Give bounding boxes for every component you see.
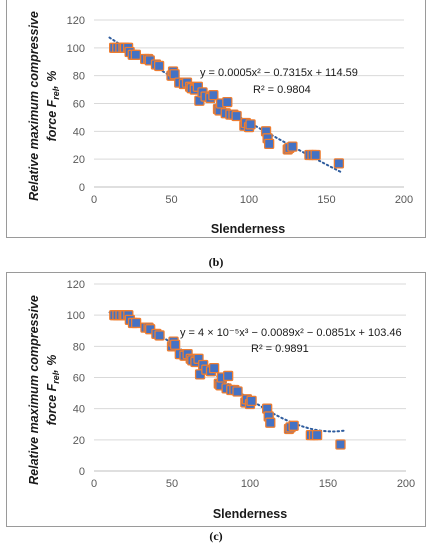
chart-b-panel-label: (b) <box>209 255 224 269</box>
chart-c-y-title-sub: rel <box>51 372 61 384</box>
chart-c-tick-labels: 0 20 40 60 80 100 120 0 50 100 150 200 <box>67 279 416 490</box>
x-tick-label: 200 <box>397 478 415 490</box>
chart-b-y-title-force: force F <box>45 99 59 141</box>
y-tick-label: 100 <box>67 43 85 55</box>
data-point <box>169 69 180 80</box>
data-point <box>310 149 321 161</box>
chart-b-r-squared: R² = 0.9804 <box>253 84 311 96</box>
y-tick-label: 20 <box>73 154 85 166</box>
x-tick-label: 50 <box>165 194 177 206</box>
x-tick-label: 100 <box>240 194 258 206</box>
chart-c-y-title-line1: Relative maximum compressive <box>27 295 41 485</box>
data-point <box>231 110 242 122</box>
chart-b-y-title-line1: Relative maximum compressive <box>27 11 41 201</box>
x-tick-label: 50 <box>166 478 178 490</box>
y-tick-label: 0 <box>79 182 85 194</box>
x-tick-label: 0 <box>91 478 97 490</box>
chart-b-x-title: Slenderness <box>211 222 285 236</box>
chart-b-tick-labels: 0 20 40 60 80 100 120 0 50 100 150 200 <box>67 15 414 206</box>
chart-c-panel-label: (c) <box>209 529 222 543</box>
data-point <box>130 49 142 60</box>
data-point <box>263 138 275 150</box>
data-point <box>265 417 276 428</box>
data-point <box>208 362 220 374</box>
chart-c-x-title: Slenderness <box>213 507 287 521</box>
x-tick-label: 100 <box>241 478 259 490</box>
chart-c-y-title-unit: , % <box>45 355 59 374</box>
y-tick-label: 100 <box>67 310 85 322</box>
data-point <box>222 96 233 108</box>
chart-c-frame <box>6 272 426 527</box>
data-point <box>153 60 165 72</box>
chart-c-points <box>109 310 346 450</box>
data-point <box>246 395 257 407</box>
y-tick-label: 80 <box>73 71 85 83</box>
chart-b-y-title-unit: , % <box>45 71 59 90</box>
chart-c-gridlines <box>94 283 406 472</box>
y-tick-label: 60 <box>73 373 85 385</box>
data-point <box>223 370 234 382</box>
chart-c-r-squared: R² = 0.9891 <box>251 343 309 355</box>
y-tick-label: 80 <box>73 341 85 353</box>
data-point <box>311 430 323 441</box>
data-point <box>154 330 165 341</box>
data-point <box>232 386 243 397</box>
data-point <box>208 90 219 101</box>
y-tick-label: 120 <box>67 279 85 291</box>
chart-c-y-title-force: force F <box>45 383 59 425</box>
data-point <box>130 317 142 329</box>
chart-c-equation: y = 4 × 10⁻⁵x³ − 0.0089x² − 0.0851x + 10… <box>180 327 402 339</box>
y-tick-label: 20 <box>73 435 85 447</box>
y-tick-label: 40 <box>73 126 85 138</box>
chart-b-y-title-line2: force Frel, % <box>45 71 61 142</box>
data-point <box>245 119 256 130</box>
data-point <box>288 420 299 431</box>
y-tick-label: 60 <box>73 99 85 111</box>
data-point <box>169 339 181 350</box>
chart-b-gridlines <box>94 19 404 188</box>
data-point <box>287 141 298 152</box>
x-tick-label: 150 <box>317 194 335 206</box>
y-tick-label: 120 <box>67 15 85 27</box>
chart-b-y-title-sub: rel <box>51 88 61 100</box>
x-tick-label: 0 <box>91 194 97 206</box>
chart-b-equation: y = 0.0005x² − 0.7315x + 114.59 <box>200 67 358 79</box>
y-tick-label: 40 <box>73 404 85 416</box>
y-tick-label: 0 <box>79 466 85 478</box>
x-tick-label: 200 <box>395 194 413 206</box>
data-point <box>333 158 345 169</box>
chart-b-points <box>109 42 345 169</box>
chart-b-frame <box>6 0 426 238</box>
x-tick-label: 150 <box>319 478 337 490</box>
data-point <box>335 439 346 450</box>
chart-c-y-title-line2: force Frel, % <box>45 355 61 426</box>
